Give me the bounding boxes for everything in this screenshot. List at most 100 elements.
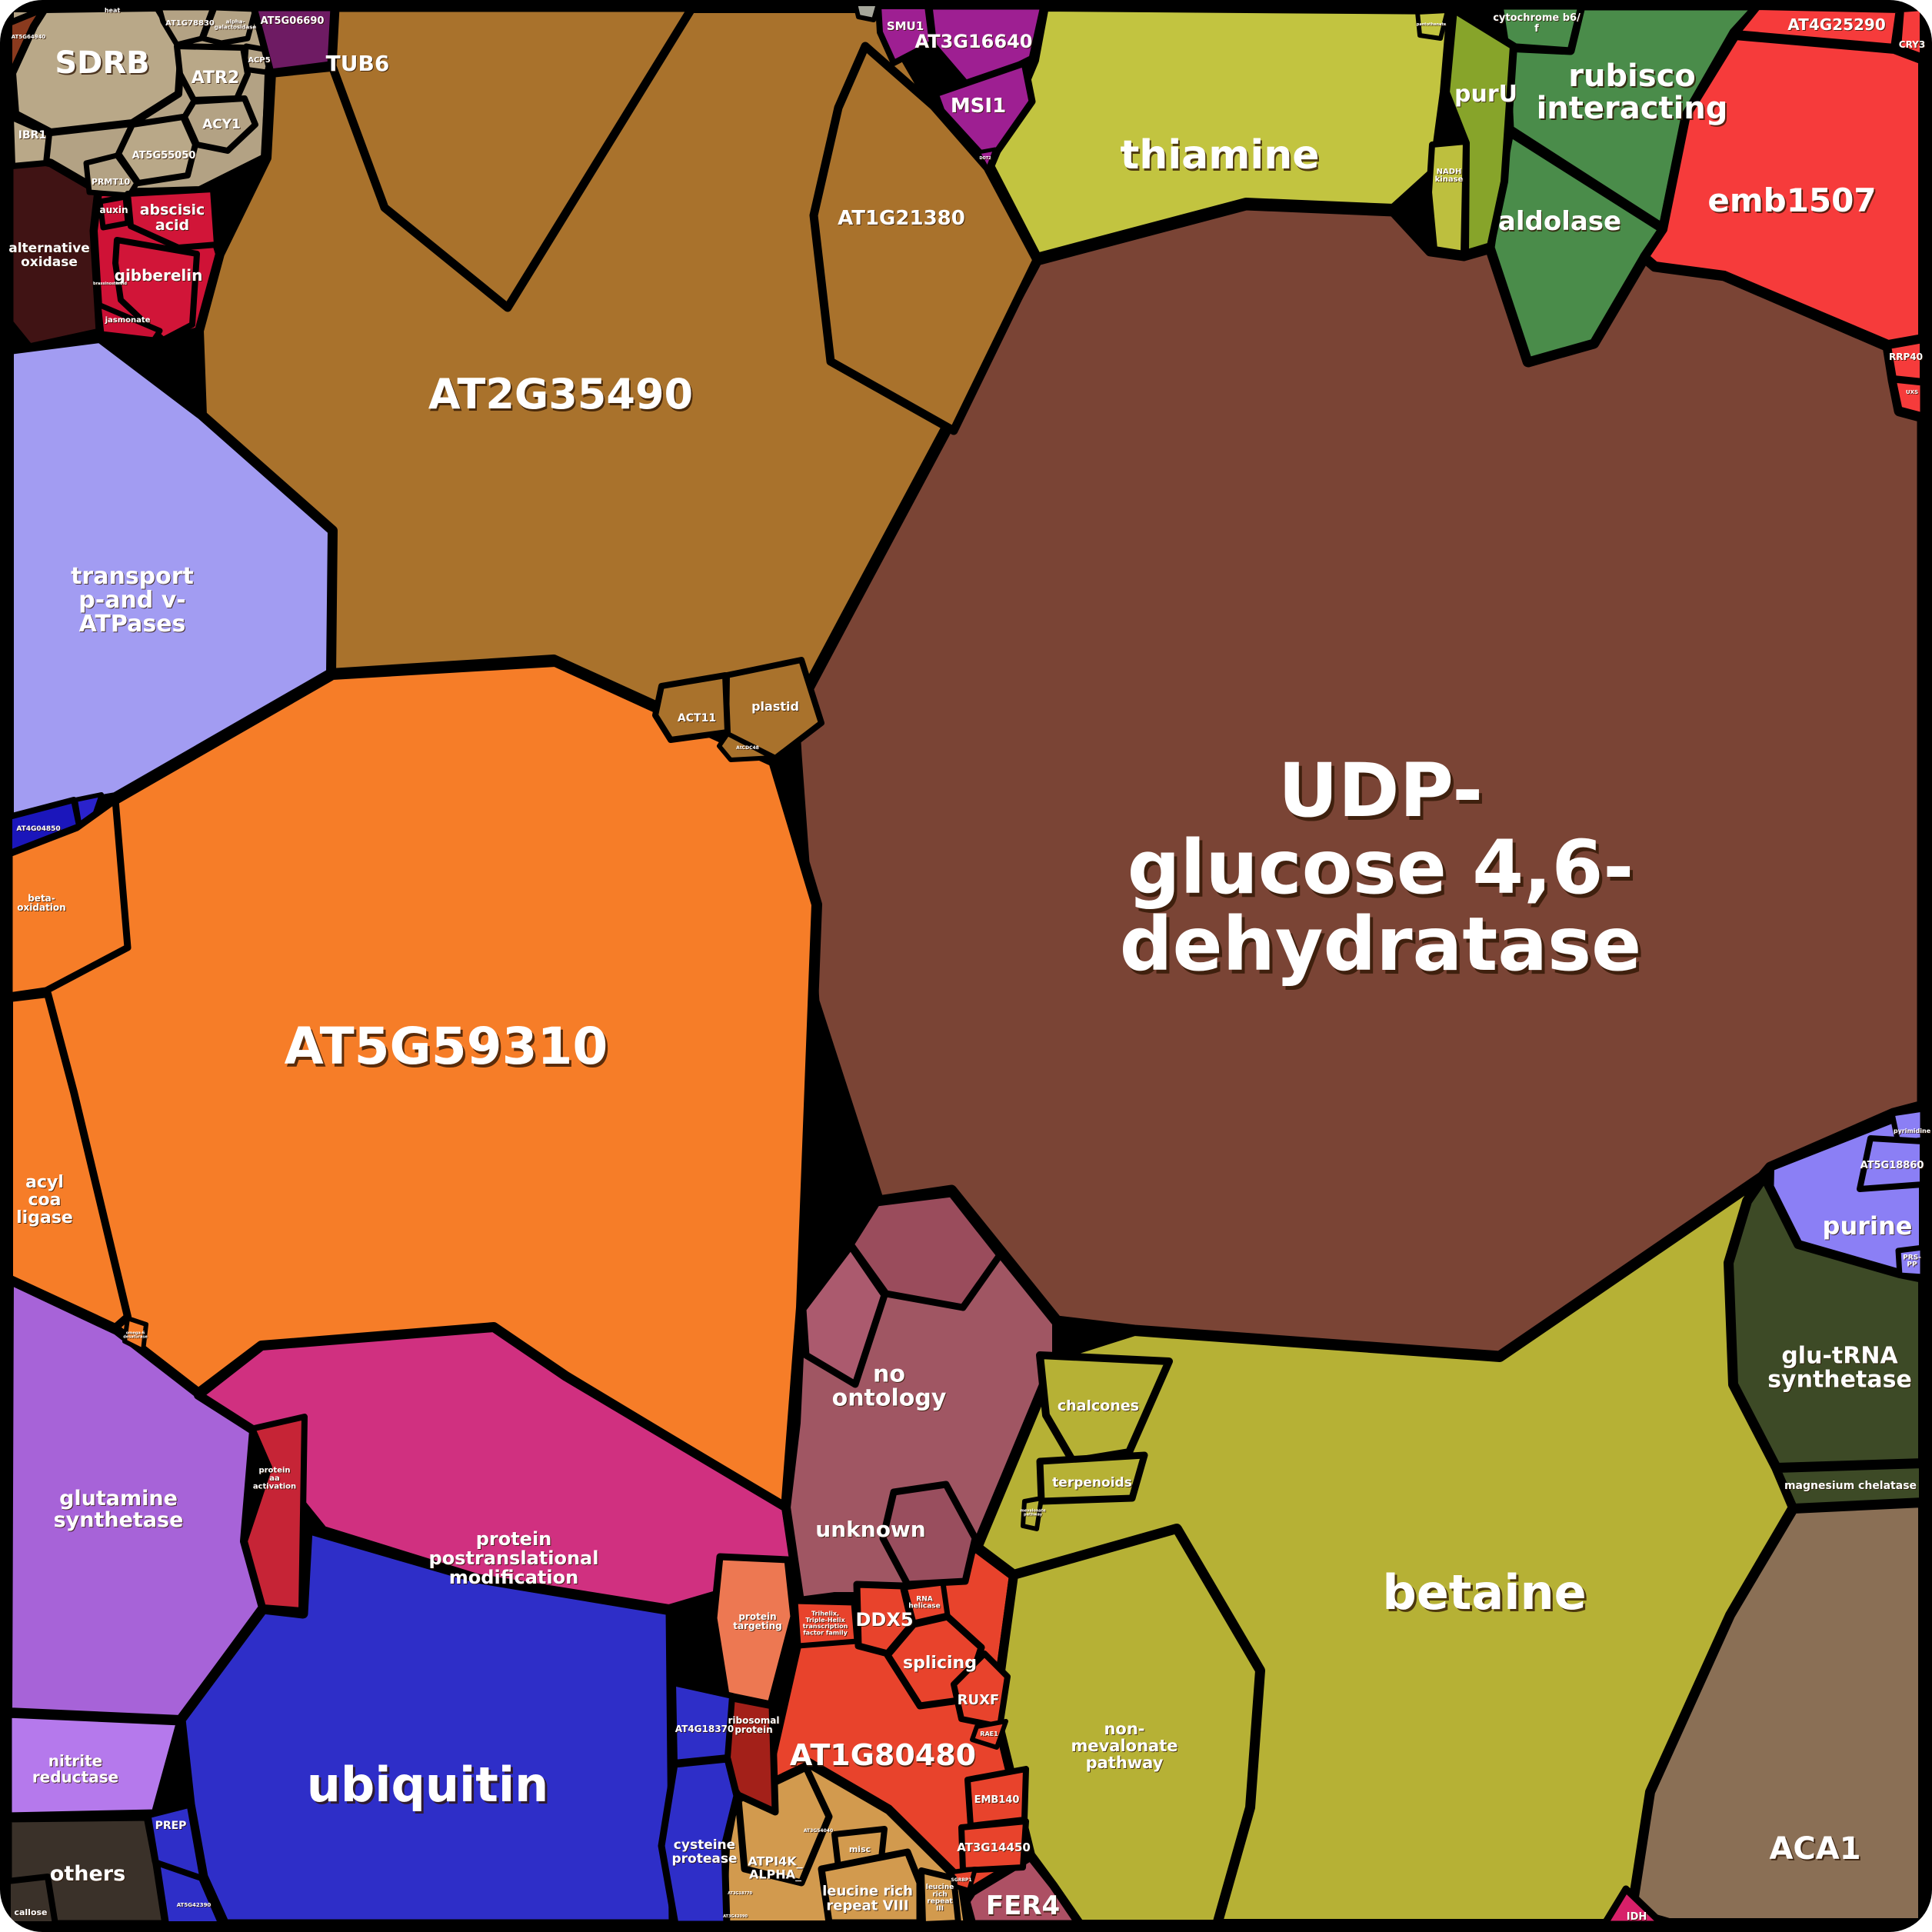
label-line-at1g80480-0: AT1G80480 bbox=[790, 1738, 976, 1772]
label-line-udp-glucose-dehydratase-1: glucose 4,6- bbox=[1128, 824, 1634, 911]
cell-ruxf[interactable] bbox=[951, 1651, 1011, 1730]
label-line-emb140-0: EMB140 bbox=[974, 1794, 1020, 1806]
label-pantothenate: pantothenate bbox=[1417, 22, 1447, 27]
label-line-atpi4k-alpha-0: ATPI4K_ bbox=[748, 1854, 802, 1868]
cell-fer4[interactable] bbox=[961, 1852, 1084, 1929]
label-prep: PREP bbox=[155, 1820, 187, 1832]
cell-prs-pp[interactable] bbox=[1895, 1244, 1926, 1280]
cell-pantothenate[interactable] bbox=[1415, 8, 1450, 41]
label-line-sgrbp1-0: SGRBP1 bbox=[951, 1877, 971, 1883]
label-line-heat-0: heat bbox=[105, 7, 121, 14]
cell-omega6-desaturase[interactable] bbox=[122, 1316, 148, 1353]
label-at5g42390: AT5G42390 bbox=[177, 1902, 212, 1908]
label-line-at5g55050-0: AT5G55050 bbox=[132, 150, 196, 162]
label-aldolase: aldolase bbox=[1498, 206, 1621, 237]
label-line-protein-postranslational-modification-0: protein bbox=[476, 1528, 552, 1550]
cell-callose[interactable] bbox=[5, 1874, 58, 1927]
label-line-prs-pp-0: PRS- bbox=[1903, 1254, 1921, 1261]
label-line-at5g59310-0: AT5G59310 bbox=[285, 1017, 608, 1076]
cell-msi1[interactable] bbox=[931, 59, 1036, 167]
cell-smu1[interactable] bbox=[875, 3, 935, 66]
cell-protein-aa-activation[interactable] bbox=[242, 1414, 308, 1614]
cell-at4g18370[interactable] bbox=[670, 1680, 735, 1766]
label-line-cry3-0: CRY3 bbox=[1899, 39, 1925, 50]
label-line-jasmonate-0: jasmonate bbox=[105, 316, 151, 325]
cell-puru[interactable] bbox=[1442, 5, 1517, 258]
cell-gibberelin[interactable] bbox=[112, 237, 200, 343]
cell-tub6[interactable] bbox=[328, 3, 697, 312]
cell-cry3[interactable] bbox=[1895, 5, 1926, 60]
label-line-ribosomal-protein-0: ribosomal bbox=[728, 1715, 780, 1726]
label-line-acyl-coa-ligase-0: acyl bbox=[25, 1173, 64, 1192]
cell-at5g42390[interactable] bbox=[154, 1860, 225, 1927]
label-cysteine-protease: cysteine protease bbox=[671, 1837, 737, 1867]
cell-leucine-rich-repeat-iii[interactable] bbox=[918, 1867, 961, 1927]
cell-abscisic-acid[interactable] bbox=[125, 186, 220, 251]
label-callose: callose bbox=[14, 1907, 47, 1917]
label-at3g16640: AT3G16640 bbox=[915, 31, 1033, 52]
cell-cysteine-protease[interactable] bbox=[658, 1755, 741, 1928]
cell-alpha-galactosidase[interactable] bbox=[200, 5, 258, 46]
label-at5g64940: AT5G64940 bbox=[12, 34, 46, 40]
label-line-abscisic-acid-1: acid bbox=[155, 217, 189, 234]
cell-uxs[interactable] bbox=[1890, 377, 1926, 418]
cell-cytochrome-b6f[interactable] bbox=[1496, 2, 1585, 55]
cell-jasmonate[interactable] bbox=[95, 301, 163, 343]
cell-gray-tiny[interactable] bbox=[853, 2, 881, 22]
label-line-atr2-0: ATR2 bbox=[192, 68, 240, 88]
label-line-plastid-0: plastid bbox=[751, 699, 799, 714]
label-abscisic-acid: abscisic acid bbox=[140, 202, 205, 234]
label-line-at5g64940-0: AT5G64940 bbox=[12, 34, 46, 40]
label-at1g78830: AT1G78830 bbox=[165, 19, 215, 28]
cell-dot2[interactable] bbox=[976, 147, 998, 172]
label-line-udp-glucose-dehydratase-2: dehydratase bbox=[1120, 901, 1642, 988]
label-line-abscisic-acid-0: abscisic bbox=[140, 202, 205, 218]
cell-atcdc48[interactable] bbox=[717, 731, 775, 762]
label-line-leucine-rich-repeat-iii-2: repeat bbox=[927, 1898, 953, 1906]
cell-idh[interactable] bbox=[1601, 1885, 1667, 1928]
label-magnesium-chelatase: magnesium chelatase bbox=[1784, 1480, 1917, 1492]
cell-act11[interactable] bbox=[652, 672, 731, 743]
label-rrp40: RRP40 bbox=[1889, 351, 1923, 362]
cell-at4g25290[interactable] bbox=[1731, 2, 1904, 52]
cell-terpenoids[interactable] bbox=[1036, 1451, 1148, 1505]
label-leucine-rich-repeat-iii: leucine rich repeat III bbox=[926, 1884, 954, 1913]
label-rae1: RAE1 bbox=[980, 1730, 998, 1737]
cell-mevalonate-pathway[interactable] bbox=[1021, 1496, 1044, 1531]
label-at2g35490: AT2G35490 bbox=[428, 370, 693, 418]
cell-no-ontology-sub-b[interactable] bbox=[799, 1242, 888, 1388]
label-purine: purine bbox=[1823, 1211, 1913, 1241]
label-dot2: DOT2 bbox=[979, 156, 991, 161]
label-line-acp5-0: ACP5 bbox=[248, 56, 270, 65]
cell-ibr1[interactable] bbox=[8, 114, 52, 169]
label-jasmonate: jasmonate bbox=[105, 316, 151, 325]
cell-at5g18860[interactable] bbox=[1857, 1135, 1926, 1192]
label-auxin: auxin bbox=[99, 205, 128, 215]
label-line-at1g21380-0: AT1G21380 bbox=[838, 207, 965, 230]
label-line-beta-oxidation-0: beta- bbox=[28, 893, 55, 904]
label-glutamine-synthetase: glutamine synthetase bbox=[54, 1486, 184, 1531]
cell-aldolase[interactable] bbox=[1486, 128, 1667, 366]
cell-at3g14450[interactable] bbox=[958, 1818, 1029, 1874]
label-cytochrome-b6f: cytochrome b6/f bbox=[1493, 12, 1581, 35]
label-misc: misc bbox=[849, 1844, 871, 1854]
label-line-ddx5-0: DDX5 bbox=[855, 1609, 913, 1631]
label-line-puru-0: purU bbox=[1454, 81, 1517, 108]
label-line-protein-aa-activation-1: aa bbox=[269, 1474, 280, 1483]
label-line-at5g42390-0: AT5G42390 bbox=[177, 1902, 212, 1908]
label-sgrbp1: SGRBP1 bbox=[951, 1877, 971, 1883]
label-leucine-rich-repeat-viii: leucine rich repeat VIII bbox=[822, 1883, 913, 1914]
label-at4g04850: AT4G04850 bbox=[16, 825, 60, 833]
label-nadh-kinase: NADH kinase bbox=[1435, 167, 1464, 183]
label-line-mevalonate-pathway-0: mevalonate bbox=[1020, 1508, 1046, 1513]
label-line-dot2-0: DOT2 bbox=[979, 156, 991, 161]
label-trihelix-factor-family: Trihelix, Triple-Helix transcription factor… bbox=[803, 1610, 848, 1636]
cell-prmt10[interactable] bbox=[83, 152, 140, 198]
label-line-protein-postranslational-modification-2: modification bbox=[449, 1567, 578, 1588]
cell-at1g78830[interactable] bbox=[156, 5, 216, 48]
cell-no-ontology-sub-c[interactable] bbox=[879, 1481, 979, 1588]
cell-nadh-kinase[interactable] bbox=[1426, 138, 1469, 257]
cell-rae1[interactable] bbox=[970, 1719, 1008, 1750]
label-line-transport-atpases-0: transport bbox=[71, 562, 194, 589]
label-line-pyrimidine-0: pyrimidine bbox=[1894, 1128, 1931, 1134]
